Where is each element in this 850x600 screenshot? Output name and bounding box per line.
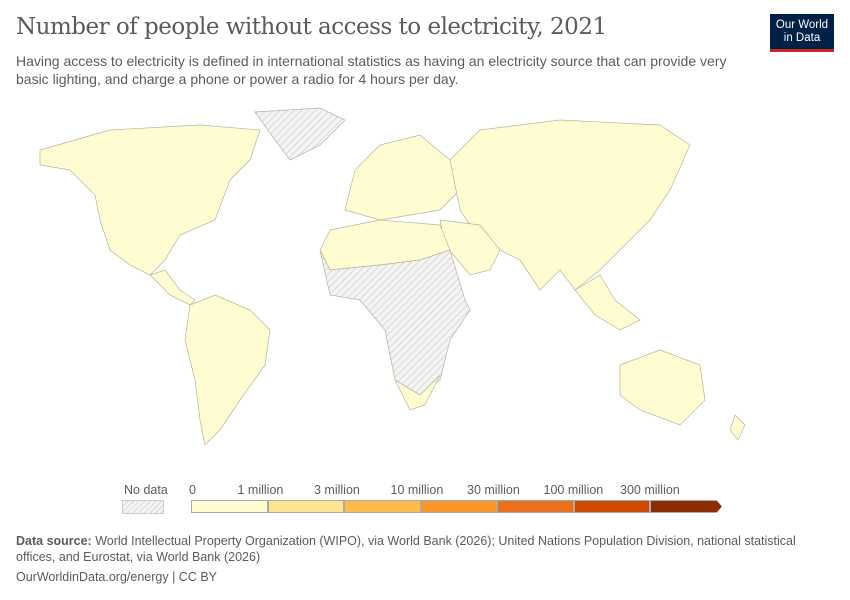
legend-label: 1 million [237,483,284,497]
southern-africa [394,374,441,411]
source-text: World Intellectual Property Organization… [16,534,796,564]
legend-label: 0 [189,483,196,497]
legend-swatch [191,500,268,513]
legend-no-data-swatch [122,500,164,514]
data-source: Data source: World Intellectual Property… [16,533,836,565]
chart-title: Number of people without access to elect… [16,14,607,40]
new-zealand [729,414,746,441]
greenland [254,107,346,161]
legend-label: 100 million [543,483,604,497]
south-america [184,294,271,446]
legend-label: 300 million [620,483,680,497]
southeast-asia [574,274,641,331]
legend-swatch [650,500,722,513]
legend-label: 3 million [314,483,360,497]
world-map[interactable] [0,100,850,470]
europe [344,134,461,221]
owid-logo[interactable]: Our World in Data [770,14,834,52]
central-america [149,269,196,306]
legend-label: 10 million [390,483,444,497]
chart-subtitle: Having access to electricity is defined … [16,53,727,87]
australia [619,349,706,426]
source-url[interactable]: OurWorldinData.org/energy | CC BY [16,570,218,584]
legend-label: 30 million [467,483,520,497]
legend-swatch [497,500,574,513]
sub-saharan-africa [319,249,471,396]
legend-swatch [420,500,497,513]
north-america [39,124,261,276]
legend-no-data-label: No data [124,483,168,497]
legend-swatch [267,500,344,513]
source-label: Data source: [16,534,92,548]
legend-swatch [573,500,650,513]
legend-swatch [344,500,421,513]
